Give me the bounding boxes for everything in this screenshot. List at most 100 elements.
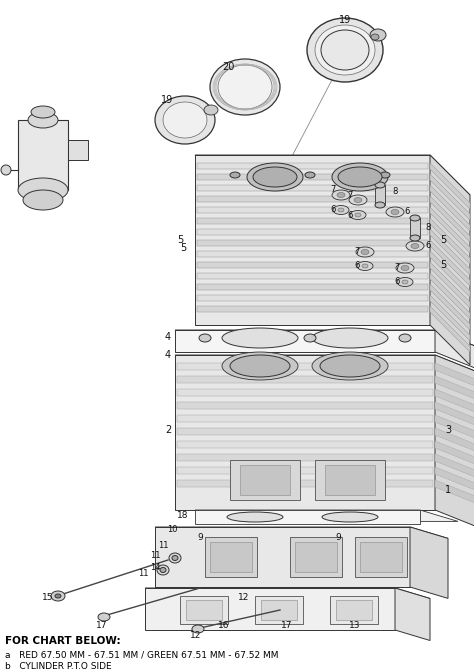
Bar [197, 262, 428, 268]
Ellipse shape [401, 266, 409, 270]
Ellipse shape [157, 565, 169, 575]
Bar [197, 163, 428, 169]
Ellipse shape [192, 625, 204, 633]
Ellipse shape [55, 594, 61, 598]
Bar [330, 596, 378, 624]
Text: 13: 13 [349, 621, 361, 629]
Bar [177, 363, 433, 370]
Text: 15: 15 [42, 594, 54, 603]
Text: 6: 6 [425, 242, 431, 250]
Polygon shape [175, 330, 474, 348]
Polygon shape [435, 389, 474, 414]
Ellipse shape [307, 18, 383, 82]
Polygon shape [430, 273, 470, 319]
Text: 6: 6 [330, 205, 336, 215]
Bar [410, 218, 420, 238]
Text: 5: 5 [180, 243, 186, 253]
Bar [197, 174, 428, 180]
Ellipse shape [333, 205, 349, 215]
Bar [360, 542, 402, 572]
Ellipse shape [380, 172, 390, 178]
Ellipse shape [204, 105, 218, 115]
Ellipse shape [210, 59, 280, 115]
Bar [336, 600, 372, 620]
Ellipse shape [370, 29, 386, 41]
Text: 2: 2 [165, 425, 171, 435]
Polygon shape [430, 155, 470, 365]
Bar [210, 542, 252, 572]
Polygon shape [195, 510, 458, 521]
Bar [177, 376, 433, 383]
Polygon shape [435, 454, 474, 479]
Ellipse shape [155, 96, 215, 144]
Ellipse shape [362, 264, 368, 268]
Ellipse shape [350, 211, 366, 219]
Polygon shape [430, 240, 470, 286]
Text: 9: 9 [335, 533, 341, 541]
Polygon shape [435, 428, 474, 453]
Bar [197, 295, 428, 301]
Text: 18: 18 [177, 511, 189, 519]
Ellipse shape [51, 591, 65, 601]
Bar [261, 600, 297, 620]
Bar [355, 537, 407, 577]
Text: 16: 16 [218, 621, 230, 629]
Text: 11: 11 [138, 568, 148, 578]
Bar [177, 402, 433, 409]
Ellipse shape [391, 209, 399, 215]
Bar [197, 284, 428, 290]
Ellipse shape [222, 328, 298, 348]
Text: 20: 20 [222, 62, 234, 72]
Text: 1: 1 [445, 485, 451, 495]
Polygon shape [145, 588, 395, 630]
Text: 3: 3 [445, 425, 451, 435]
Ellipse shape [349, 195, 367, 205]
Polygon shape [430, 284, 470, 330]
Polygon shape [430, 174, 470, 220]
Polygon shape [435, 467, 474, 492]
Ellipse shape [371, 34, 379, 40]
Text: 6: 6 [404, 207, 410, 217]
Text: 11: 11 [158, 541, 168, 550]
Ellipse shape [355, 213, 361, 217]
Ellipse shape [18, 178, 68, 202]
Polygon shape [435, 402, 474, 427]
Text: 7: 7 [347, 191, 353, 199]
Ellipse shape [315, 25, 375, 75]
Polygon shape [175, 355, 435, 510]
Ellipse shape [406, 241, 424, 251]
Ellipse shape [402, 280, 408, 284]
Polygon shape [430, 306, 470, 352]
Text: 19: 19 [339, 15, 351, 25]
Ellipse shape [375, 182, 385, 188]
Ellipse shape [222, 352, 298, 380]
Text: 5: 5 [177, 235, 183, 245]
Text: 11: 11 [150, 552, 160, 560]
Bar [177, 441, 433, 448]
Text: 9: 9 [197, 533, 203, 541]
Ellipse shape [332, 190, 350, 200]
Ellipse shape [410, 235, 420, 241]
Ellipse shape [338, 167, 382, 187]
Polygon shape [430, 295, 470, 341]
Bar [180, 596, 228, 624]
Bar [177, 480, 433, 487]
Text: 8: 8 [392, 187, 398, 197]
Bar [205, 537, 257, 577]
Bar [177, 389, 433, 396]
Ellipse shape [411, 244, 419, 248]
Polygon shape [145, 588, 430, 599]
Bar [255, 596, 303, 624]
Ellipse shape [253, 167, 297, 187]
Bar [197, 229, 428, 235]
Bar [240, 465, 290, 495]
Ellipse shape [357, 262, 373, 270]
Ellipse shape [396, 263, 414, 273]
Polygon shape [435, 376, 474, 401]
Bar [325, 465, 375, 495]
Bar [197, 251, 428, 257]
Text: 17: 17 [281, 621, 293, 629]
Polygon shape [430, 262, 470, 308]
Polygon shape [155, 527, 448, 538]
Ellipse shape [23, 190, 63, 210]
